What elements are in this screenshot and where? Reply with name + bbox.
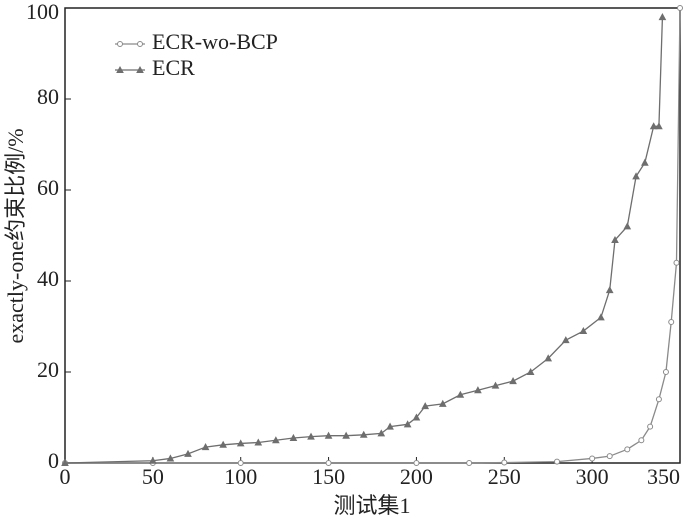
marker — [677, 5, 683, 11]
marker — [544, 354, 553, 362]
marker — [509, 377, 517, 385]
marker — [456, 390, 465, 398]
marker — [403, 420, 412, 428]
x-tick-label: 0 — [60, 464, 71, 489]
y-tick-label: 60 — [37, 175, 59, 200]
marker — [673, 259, 680, 266]
marker — [597, 313, 605, 321]
marker — [413, 460, 420, 466]
marker — [201, 443, 210, 451]
x-tick-label: 50 — [142, 464, 164, 489]
marker — [491, 381, 500, 389]
series-line — [65, 7, 681, 464]
marker — [611, 236, 619, 244]
marker — [377, 429, 386, 437]
marker — [359, 430, 368, 438]
x-tick-label: 250 — [488, 464, 521, 489]
legend-marker — [117, 41, 123, 47]
marker — [554, 458, 560, 465]
marker — [342, 431, 350, 439]
marker — [324, 431, 333, 439]
marker — [237, 460, 244, 466]
marker — [438, 399, 447, 407]
marker — [655, 122, 663, 130]
marker — [272, 436, 280, 444]
legend-marker — [116, 65, 124, 73]
marker — [641, 158, 649, 166]
x-tick-label: 150 — [312, 464, 345, 489]
marker — [466, 460, 473, 466]
marker — [655, 396, 662, 403]
marker — [623, 222, 632, 230]
marker — [606, 453, 613, 460]
y-axis-label: exactly-one约束比例/% — [3, 128, 28, 343]
x-tick-label: 200 — [400, 464, 433, 489]
marker — [589, 455, 596, 462]
legend-marker — [137, 41, 143, 47]
marker — [624, 446, 631, 453]
legend-marker — [136, 65, 144, 73]
legend-label: ECR — [152, 55, 195, 80]
y-tick-label: 100 — [26, 0, 59, 24]
marker — [662, 369, 669, 375]
marker — [325, 460, 332, 466]
y-tick-label: 20 — [37, 357, 59, 382]
marker — [184, 449, 192, 457]
marker — [501, 459, 508, 466]
x-axis-label: 测试集1 — [333, 493, 410, 518]
marker — [647, 423, 654, 430]
x-tick-label: 300 — [576, 464, 609, 489]
marker — [254, 438, 263, 446]
marker — [166, 454, 175, 462]
marker — [474, 386, 482, 394]
marker — [526, 367, 535, 375]
y-tick-label: 40 — [37, 266, 59, 291]
marker — [61, 458, 69, 466]
series-line — [64, 17, 664, 464]
x-tick-label: 350 — [647, 464, 680, 489]
x-tick-label: 100 — [224, 464, 257, 489]
marker — [219, 440, 227, 448]
marker — [605, 286, 614, 294]
marker — [289, 433, 298, 441]
marker — [632, 172, 640, 180]
y-tick-label: 0 — [48, 448, 59, 473]
marker — [668, 318, 675, 325]
marker — [412, 413, 421, 421]
marker — [421, 402, 430, 410]
legend-label: ECR-wo-BCP — [152, 29, 278, 54]
marker — [579, 327, 588, 335]
marker — [307, 432, 315, 440]
marker — [638, 437, 645, 444]
marker — [236, 439, 245, 447]
marker — [386, 422, 394, 430]
y-tick-label: 80 — [37, 84, 59, 109]
marker — [658, 13, 667, 21]
marker — [649, 122, 658, 130]
marker — [561, 336, 570, 344]
marker — [149, 456, 157, 464]
